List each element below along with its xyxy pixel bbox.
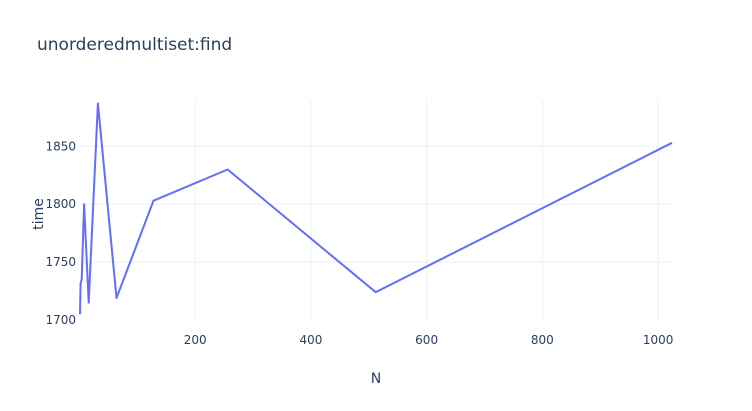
series-layer <box>79 102 673 315</box>
x-tick-label: 200 <box>184 333 207 347</box>
x-tick-label: 1000 <box>643 333 674 347</box>
series-line <box>79 102 673 315</box>
y-gridlines <box>80 145 672 263</box>
x-axis-title: N <box>371 371 381 387</box>
y-tick-labels: 1700 1750 1800 1850 <box>45 139 76 327</box>
x-tick-label: 800 <box>531 333 554 347</box>
chart-title: unorderedmultiset:find <box>37 35 232 55</box>
y-tick-label: 1700 <box>45 313 76 327</box>
x-tick-labels: 200 400 600 800 1000 <box>184 333 674 347</box>
x-tick-label: 600 <box>415 333 438 347</box>
x-tick-label: 400 <box>299 333 322 347</box>
y-tick-label: 1750 <box>45 255 76 269</box>
y-axis-title: time <box>31 198 47 230</box>
x-gridlines <box>194 100 659 320</box>
y-tick-label: 1800 <box>45 197 76 211</box>
y-tick-label: 1850 <box>45 139 76 153</box>
